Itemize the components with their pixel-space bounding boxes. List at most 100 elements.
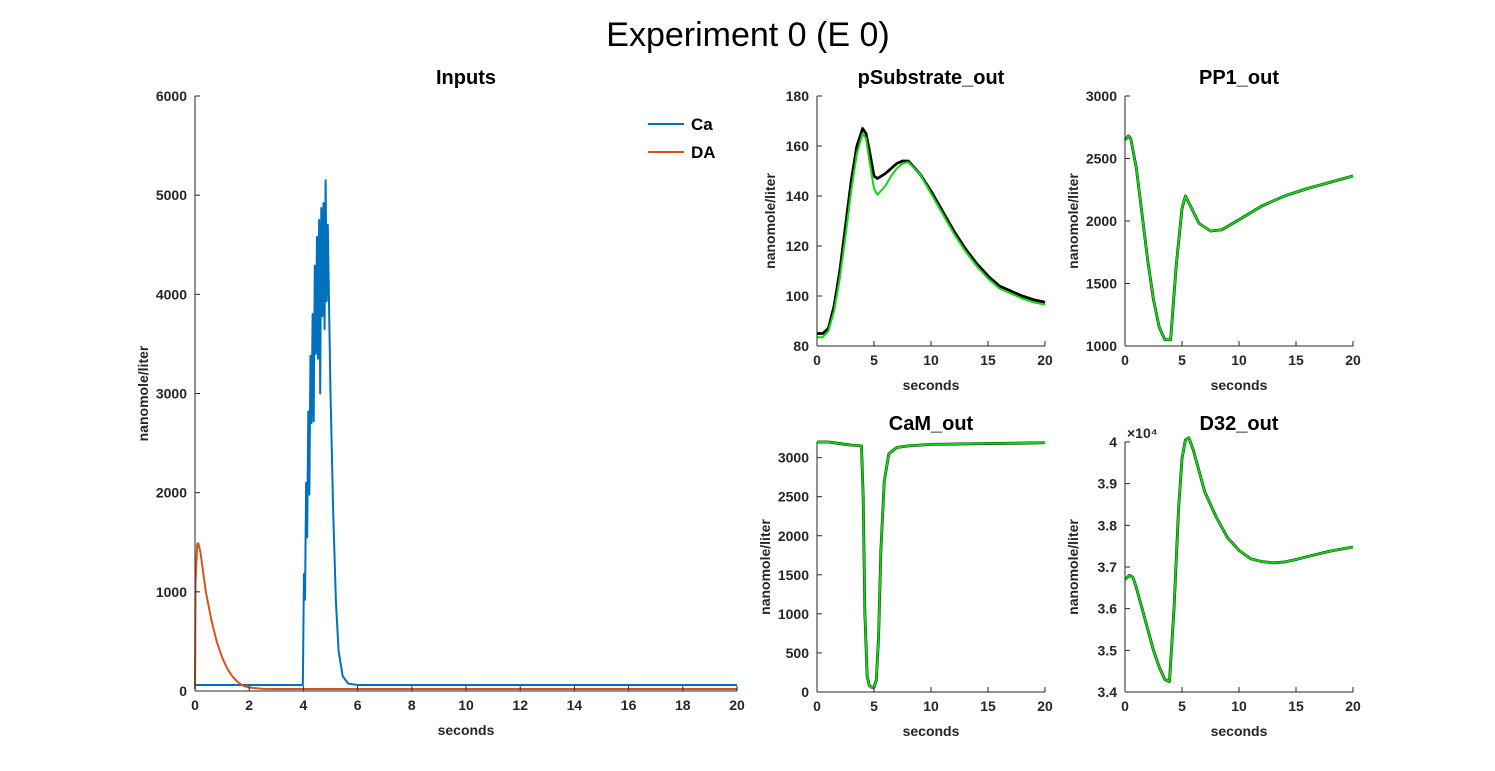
y-tick-label-d32-3: 3.7 (1098, 559, 1118, 575)
plot-inputs: 0 2 4 6 8 10 12 14 16 18 20 0 1000 2000 3000 4000 5000 60… (135, 67, 745, 738)
x-tick-label-inputs-7: 14 (567, 697, 583, 713)
series-line-pp1-0 (1123, 134, 1354, 342)
y-label-cam: nanomole/liter (757, 519, 773, 615)
y-label-pp1: nanomole/liter (1065, 173, 1081, 269)
x-label-inputs: seconds (438, 722, 495, 738)
x-tick-label-inputs-8: 16 (621, 697, 637, 713)
x-tick-label-inputs-2: 4 (300, 697, 308, 713)
x-tick-label-psubstrate-0: 0 (813, 352, 821, 368)
y-tick-label-cam-5: 2500 (778, 489, 809, 505)
plot-cam: 0 5 10 15 20 0 500 1000 1500 2000 2500 3000 CaM_outs… (757, 413, 1053, 739)
y-tick-label-d32-2: 3.6 (1098, 601, 1118, 617)
x-tick-label-psubstrate-4: 20 (1037, 352, 1053, 368)
y-tick-label-pp1-4: 3000 (1086, 88, 1117, 104)
plot-d32: 0 5 10 15 20 3.4 3.5 3.6 3.7 3.8 3.9 4 ×10⁴ D32_outse… (1065, 413, 1361, 739)
y-tick-label-psubstrate-0: 80 (793, 338, 809, 354)
plot-title-psubstrate: pSubstrate_out (858, 67, 1005, 89)
plot-psubstrate: 0 5 10 15 20 80 100 120 140 160 180 pSubstrate_outs… (762, 67, 1053, 393)
y-tick-label-cam-0: 0 (801, 684, 809, 700)
x-tick-label-pp1-2: 10 (1231, 352, 1247, 368)
x-tick-label-inputs-3: 6 (354, 697, 362, 713)
y-tick-label-psubstrate-3: 140 (786, 188, 810, 204)
y-label-inputs: nanomole/liter (135, 345, 151, 441)
x-tick-label-psubstrate-3: 15 (980, 352, 996, 368)
y-tick-label-inputs-2: 2000 (156, 485, 187, 501)
x-tick-label-d32-1: 5 (1178, 698, 1186, 714)
x-tick-label-d32-0: 0 (1121, 698, 1129, 714)
y-tick-label-inputs-4: 4000 (156, 286, 187, 302)
y-tick-label-inputs-3: 3000 (156, 386, 187, 402)
y-tick-label-psubstrate-5: 180 (786, 88, 810, 104)
y-tick-label-d32-5: 3.9 (1098, 476, 1118, 492)
x-tick-label-inputs-9: 18 (675, 697, 691, 713)
y-tick-label-cam-1: 500 (786, 645, 810, 661)
y-tick-label-cam-6: 3000 (778, 450, 809, 466)
x-tick-label-pp1-4: 20 (1345, 352, 1361, 368)
y-tick-label-inputs-5: 5000 (156, 187, 187, 203)
y-tick-label-inputs-6: 6000 (156, 88, 187, 104)
x-tick-label-inputs-0: 0 (191, 697, 199, 713)
x-tick-label-inputs-5: 10 (458, 697, 474, 713)
series-line-inputs-0 (195, 179, 737, 687)
y-tick-label-psubstrate-1: 100 (786, 288, 810, 304)
y-tick-label-inputs-1: 1000 (156, 584, 187, 600)
x-label-pp1: seconds (1211, 377, 1268, 393)
plot-title-pp1: PP1_out (1199, 67, 1279, 89)
y-tick-label-inputs-0: 0 (179, 683, 187, 699)
y-exponent-d32: ×10⁴ (1127, 425, 1158, 441)
series-line-pp1-1 (1124, 135, 1354, 341)
y-label-d32: nanomole/liter (1065, 519, 1081, 615)
x-tick-label-cam-4: 20 (1037, 698, 1053, 714)
plot-pp1: 0 5 10 15 20 1000 1500 2000 2500 3000 PP1_outsecon… (1065, 67, 1361, 393)
y-tick-label-d32-0: 3.4 (1098, 684, 1118, 700)
series-line-cam-1 (817, 441, 1046, 689)
x-tick-label-cam-1: 5 (870, 698, 878, 714)
x-tick-label-cam-3: 15 (980, 698, 996, 714)
x-tick-label-d32-4: 20 (1345, 698, 1361, 714)
y-tick-label-d32-1: 3.5 (1098, 642, 1118, 658)
y-tick-label-cam-2: 1000 (778, 606, 809, 622)
y-tick-label-cam-4: 2000 (778, 528, 809, 544)
x-tick-label-pp1-1: 5 (1178, 352, 1186, 368)
x-tick-label-cam-2: 10 (923, 698, 939, 714)
x-tick-label-inputs-10: 20 (729, 697, 745, 713)
figure-title: Experiment 0 (E 0) (606, 16, 889, 54)
x-tick-label-inputs-6: 12 (512, 697, 528, 713)
y-tick-label-pp1-2: 2000 (1086, 213, 1117, 229)
y-label-psubstrate: nanomole/liter (762, 173, 778, 269)
x-label-d32: seconds (1211, 723, 1268, 739)
x-tick-label-cam-0: 0 (813, 698, 821, 714)
y-tick-label-pp1-0: 1000 (1086, 338, 1117, 354)
y-tick-label-psubstrate-2: 120 (786, 238, 810, 254)
y-tick-label-d32-4: 3.8 (1098, 517, 1118, 533)
x-tick-label-inputs-1: 2 (245, 697, 253, 713)
series-line-d32-0 (1124, 436, 1354, 683)
y-tick-label-d32-6: 4 (1109, 434, 1117, 450)
series-line-psubstrate-1 (817, 132, 1046, 339)
plots: 0 2 4 6 8 10 12 14 16 18 2001000200030004000500060… (135, 67, 1361, 739)
legend-label-1: DA (691, 143, 716, 162)
x-tick-label-d32-3: 15 (1288, 698, 1304, 714)
x-label-psubstrate: seconds (903, 377, 960, 393)
plot-title-cam: CaM_out (889, 413, 974, 435)
x-tick-label-psubstrate-1: 5 (870, 352, 878, 368)
plot-title-inputs: Inputs (436, 67, 496, 89)
series-line-cam-0 (817, 440, 1046, 689)
x-tick-label-pp1-0: 0 (1121, 352, 1129, 368)
x-tick-label-pp1-3: 15 (1288, 352, 1304, 368)
plot-title-d32: D32_out (1200, 413, 1279, 435)
legend-label-0: Ca (691, 115, 713, 134)
x-tick-label-d32-2: 10 (1231, 698, 1247, 714)
series-line-d32-1 (1124, 436, 1354, 683)
x-label-cam: seconds (903, 723, 960, 739)
series-line-psubstrate-0 (817, 127, 1046, 335)
x-tick-label-inputs-4: 8 (408, 697, 416, 713)
x-tick-label-psubstrate-2: 10 (923, 352, 939, 368)
y-tick-label-cam-3: 1500 (778, 567, 809, 583)
y-tick-label-pp1-3: 2500 (1086, 151, 1117, 167)
series-line-inputs-1 (194, 542, 737, 691)
y-tick-label-pp1-1: 1500 (1086, 276, 1117, 292)
y-tick-label-psubstrate-4: 160 (786, 138, 810, 154)
legend-inputs: Ca DA (648, 115, 716, 162)
